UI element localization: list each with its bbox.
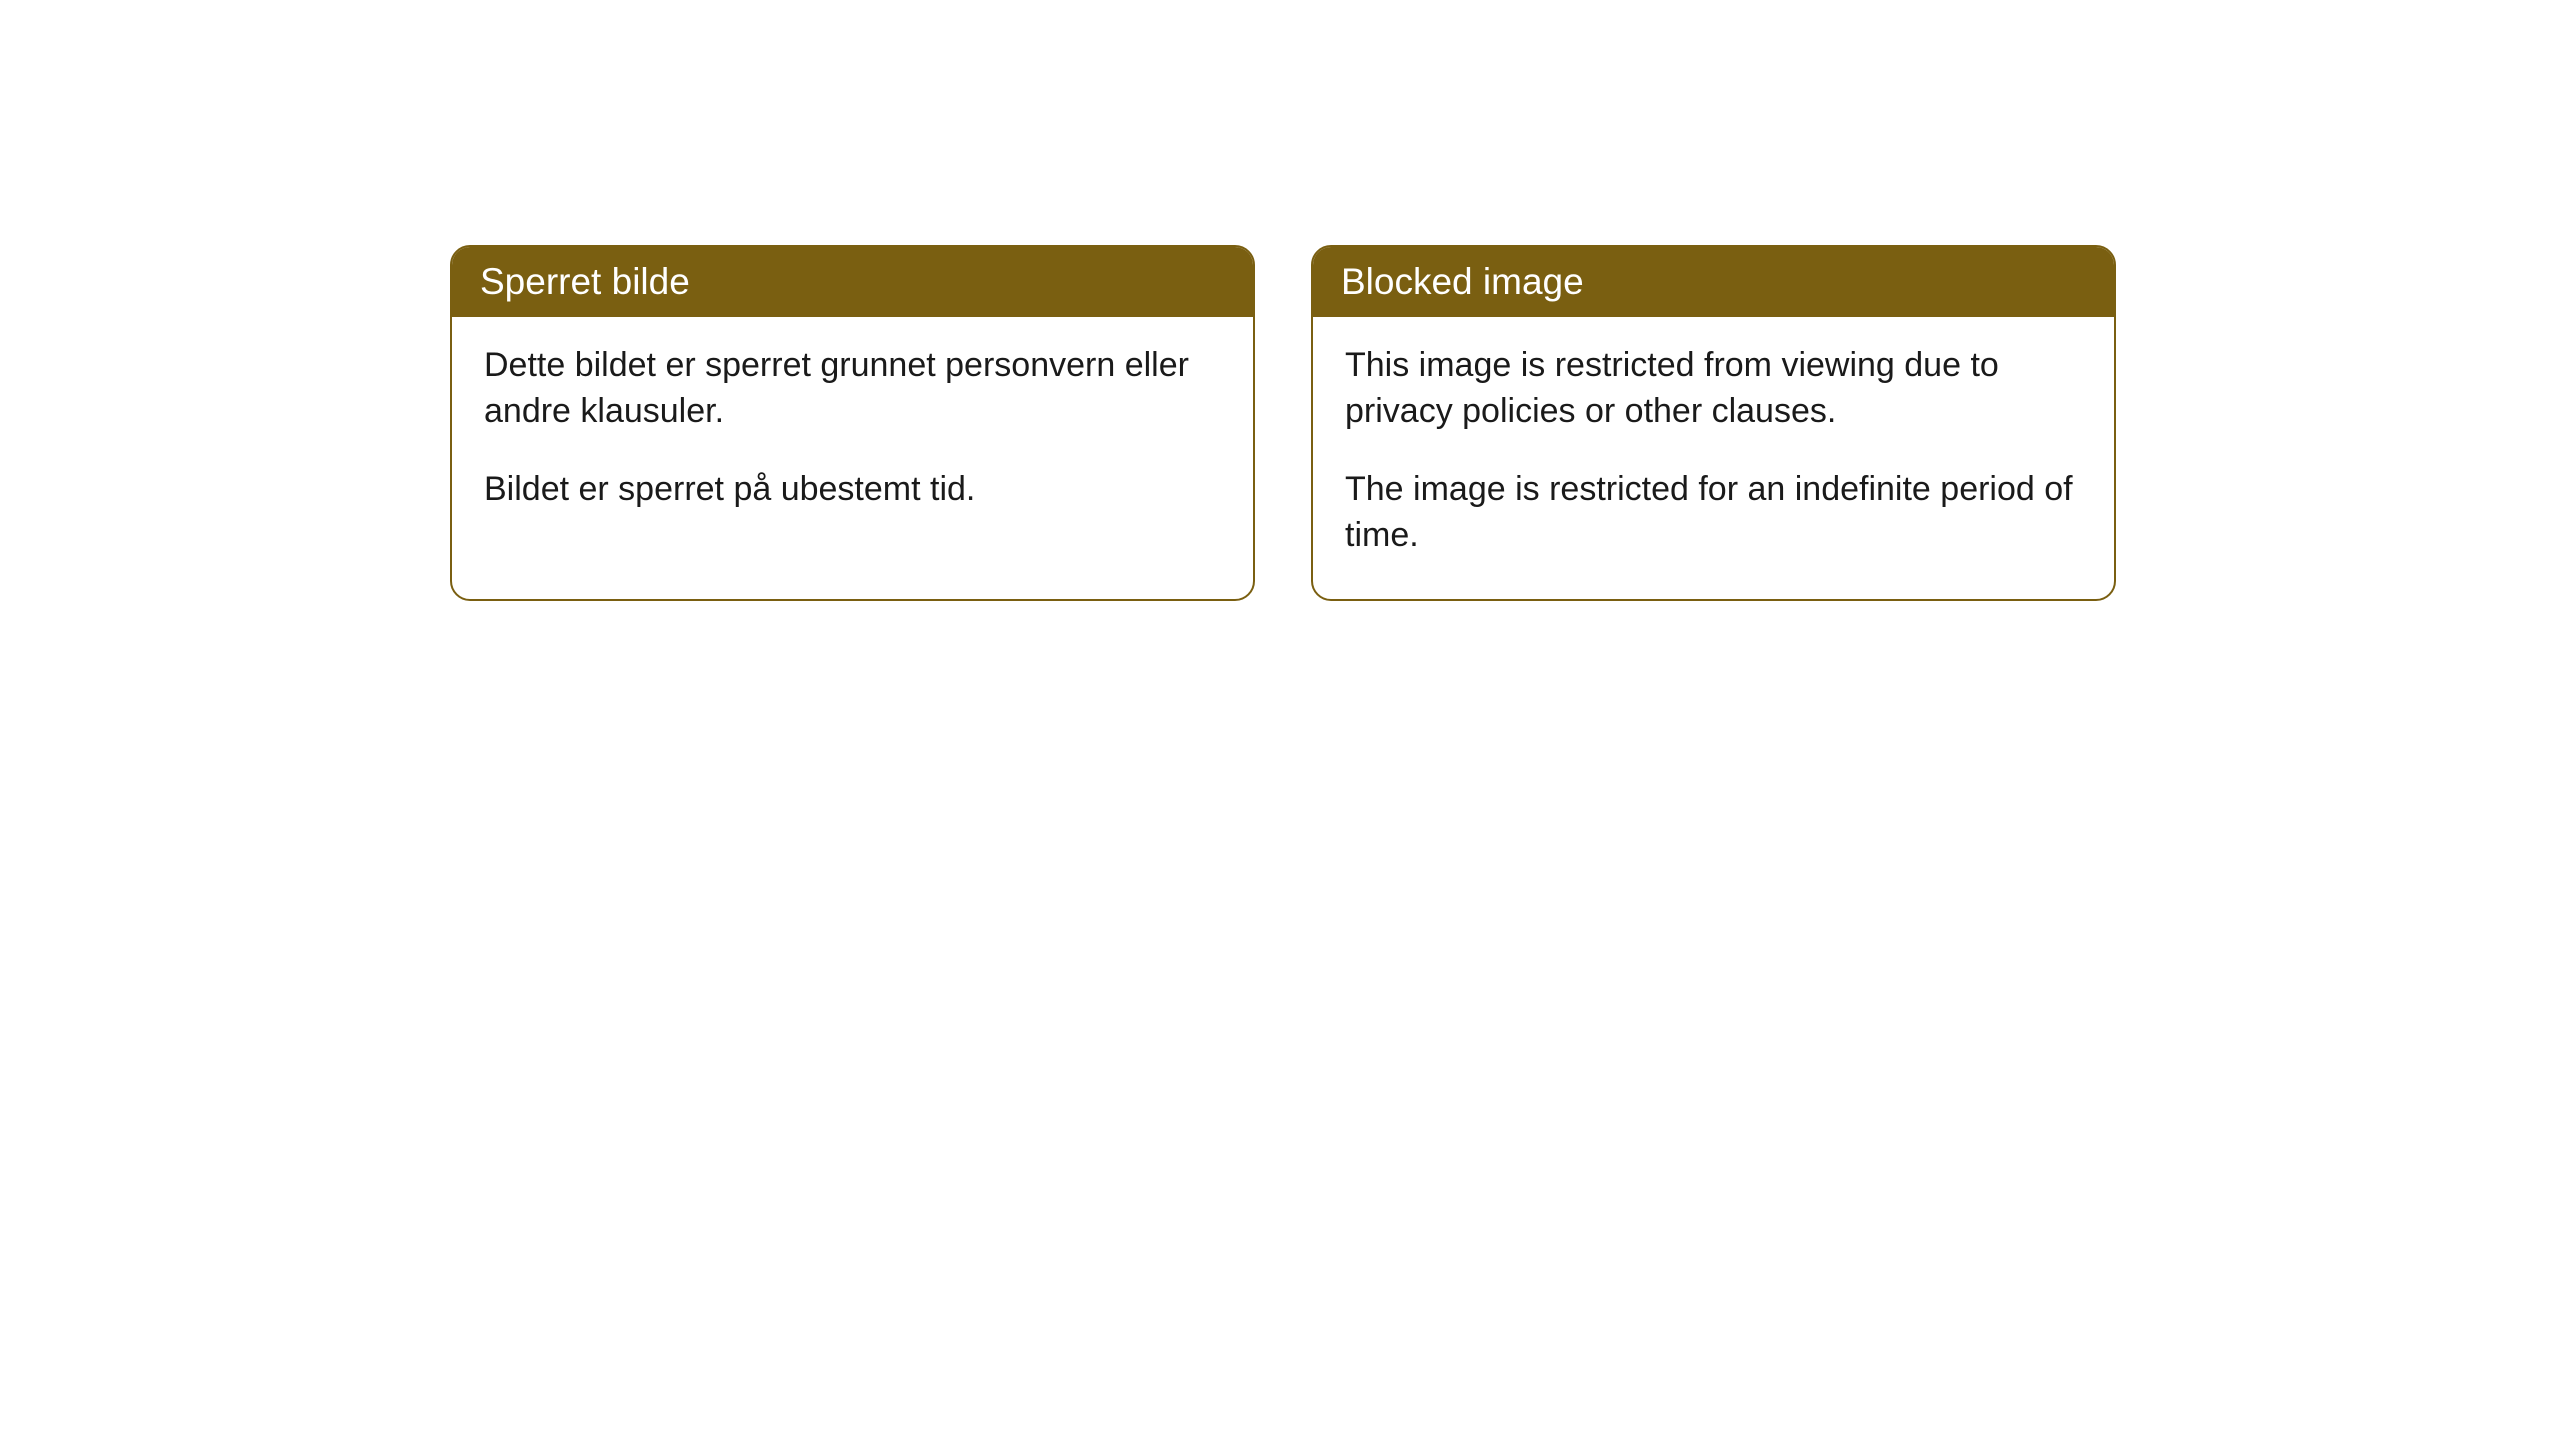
card-title: Sperret bilde (480, 261, 690, 302)
card-body: This image is restricted from viewing du… (1313, 317, 2114, 599)
card-header: Sperret bilde (452, 247, 1253, 317)
blocked-image-card-english: Blocked image This image is restricted f… (1311, 245, 2116, 601)
card-header: Blocked image (1313, 247, 2114, 317)
card-paragraph-1: Dette bildet er sperret grunnet personve… (484, 343, 1221, 435)
card-paragraph-2: The image is restricted for an indefinit… (1345, 467, 2082, 559)
card-paragraph-2: Bildet er sperret på ubestemt tid. (484, 467, 1221, 513)
card-paragraph-1: This image is restricted from viewing du… (1345, 343, 2082, 435)
card-title: Blocked image (1341, 261, 1584, 302)
notice-cards-container: Sperret bilde Dette bildet er sperret gr… (450, 245, 2116, 601)
card-body: Dette bildet er sperret grunnet personve… (452, 317, 1253, 553)
blocked-image-card-norwegian: Sperret bilde Dette bildet er sperret gr… (450, 245, 1255, 601)
